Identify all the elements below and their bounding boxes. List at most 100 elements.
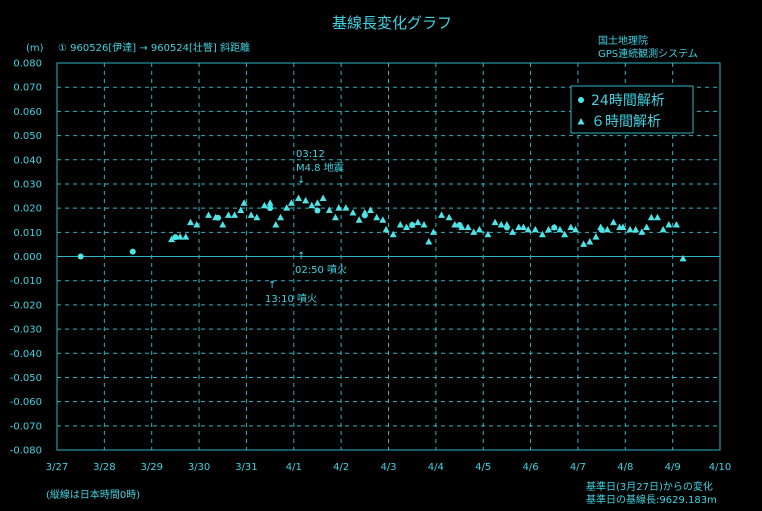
y-tick-label: 0.010 [13, 228, 42, 239]
data-point-6h [647, 213, 655, 221]
x-tick-label: 4/8 [617, 462, 633, 473]
data-point-6h [402, 223, 410, 230]
y-tick-label: 0.080 [13, 59, 42, 70]
x-tick-label: 4/2 [333, 462, 349, 473]
data-point-6h [342, 204, 350, 211]
earthquake-arrow: ↓ [297, 175, 305, 186]
data-point-6h [429, 228, 437, 235]
x-tick-label: 4/6 [523, 462, 539, 473]
y-tick-label: -0.080 [10, 446, 42, 457]
data-point-6h [538, 230, 546, 238]
data-point-6h [475, 225, 483, 233]
data-point-6h [319, 194, 327, 201]
data-point-6h [451, 221, 459, 228]
data-point-6h [260, 201, 268, 209]
x-tick-label: 4/7 [570, 462, 586, 473]
data-point-6h [458, 223, 466, 230]
data-point-6h [672, 221, 680, 228]
y-tick-label: 0.060 [13, 107, 42, 118]
data-point-6h [438, 211, 446, 218]
data-point-6h [253, 213, 261, 221]
data-point-6h [396, 221, 404, 228]
data-point-6h [420, 221, 428, 228]
data-point-6h [367, 206, 375, 214]
data-point-6h [219, 221, 227, 228]
data-point-6h [531, 225, 539, 233]
legend-item-24h: 24時間解析 [591, 93, 665, 109]
data-point-6h [266, 199, 274, 206]
data-point-6h [491, 218, 499, 226]
data-point-6h [503, 221, 511, 228]
data-marks [77, 194, 687, 262]
earthquake-time-label: 03:12 [296, 149, 325, 160]
x-tick-label: 4/1 [286, 462, 302, 473]
data-point-6h [308, 201, 316, 209]
eruption-label-2: 13:10 噴火 [265, 293, 317, 305]
data-point-6h [470, 228, 478, 235]
data-point-6h [325, 206, 333, 214]
data-point-6h [632, 225, 640, 233]
footer-baseline-length: 基準日の基線長:9629.183m [586, 493, 717, 506]
data-point-6h [603, 225, 611, 233]
data-point-6h [679, 254, 687, 262]
data-point-6h [509, 228, 517, 235]
data-point-6h [561, 230, 569, 238]
y-tick-label: -0.040 [10, 349, 42, 360]
legend-triangle-icon [577, 118, 585, 125]
y-tick-label: -0.050 [10, 373, 42, 384]
legend-box [570, 85, 694, 134]
data-point-6h [638, 228, 646, 235]
y-tick-label: -0.010 [10, 276, 42, 287]
data-point-6h [176, 233, 184, 240]
data-point-6h [379, 216, 387, 223]
data-point-6h [425, 237, 433, 245]
legend: 24時間解析 ６時間解析 [570, 85, 694, 134]
data-point-24h [267, 205, 274, 212]
data-point-6h [445, 213, 453, 221]
x-tick-label: 4/5 [475, 462, 491, 473]
plot-frame [56, 62, 721, 451]
data-point-6h [586, 237, 594, 245]
data-point-6h [355, 216, 363, 223]
eruption-label-1: 02:50 噴火 [295, 264, 347, 276]
data-point-6h [182, 233, 190, 240]
y-tick-label: -0.060 [10, 397, 42, 408]
tick-labels: 0.080 0.070 0.060 0.050 0.040 0.030 0.020 0.010… [10, 59, 731, 474]
eruption-arrow-2: ↑ [268, 280, 276, 291]
data-point-6h [231, 211, 239, 218]
data-point-6h [205, 211, 213, 218]
x-tick-label: 3/31 [235, 462, 257, 473]
data-point-6h [597, 223, 605, 230]
chart-title: 基線長変化グラフ [332, 14, 452, 32]
data-point-6h [349, 208, 357, 216]
data-point-24h [129, 248, 136, 255]
y-tick-label: 0.020 [13, 204, 42, 215]
x-tick-label: 3/30 [188, 462, 210, 473]
data-point-6h [659, 225, 667, 233]
data-point-6h [414, 218, 422, 226]
y-tick-label: 0.050 [13, 131, 42, 142]
data-point-6h [515, 223, 523, 230]
data-point-6h [237, 206, 245, 214]
y-tick-label: 0.030 [13, 179, 42, 190]
earthquake-label: M4.8 地震 [296, 161, 344, 174]
data-point-6h [240, 199, 248, 206]
x-tick-label: 3/27 [46, 462, 68, 473]
data-point-6h [580, 240, 588, 247]
data-point-6h [287, 199, 295, 206]
data-point-6h [408, 221, 416, 228]
y-tick-label: 0.000 [13, 252, 42, 263]
data-point-6h [335, 204, 343, 211]
data-point-6h [224, 211, 232, 218]
data-point-6h [272, 221, 280, 228]
org-label-1: 国土地理院 [598, 34, 648, 47]
data-point-6h [643, 223, 651, 230]
legend-circle-icon [578, 97, 584, 103]
data-point-6h [313, 199, 321, 206]
data-point-6h [331, 213, 339, 221]
grid-layer [57, 63, 720, 450]
data-point-6h [247, 211, 255, 218]
data-point-6h [212, 213, 220, 221]
y-tick-label: 0.040 [13, 155, 42, 166]
